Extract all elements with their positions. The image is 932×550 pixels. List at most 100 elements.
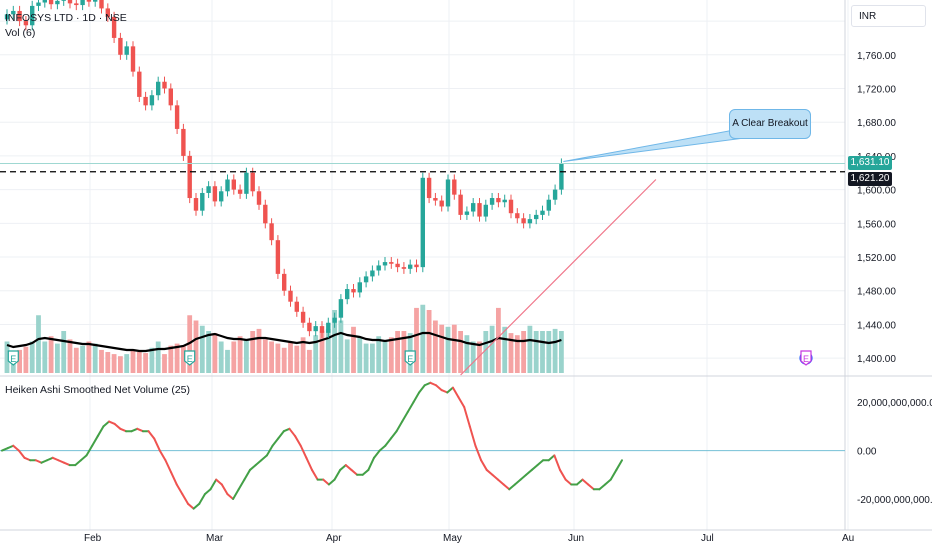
volume-bar <box>395 331 400 373</box>
osc-tick-label: -20,000,000,000.00 <box>857 495 932 506</box>
volume-bar <box>439 324 445 373</box>
candle-body <box>137 71 142 97</box>
candle-body <box>74 3 79 6</box>
support-trendline <box>460 179 657 376</box>
oscillator-segment <box>170 471 178 486</box>
volume-average-line <box>6 331 562 353</box>
candle-body <box>433 198 438 201</box>
earnings-marker-shape <box>184 350 196 366</box>
candle-body <box>250 172 255 192</box>
candle-body <box>313 326 318 332</box>
candle-body <box>200 192 205 211</box>
volume-bar <box>67 339 73 373</box>
oscillator-segment <box>446 386 454 394</box>
volume-bar <box>521 331 526 373</box>
volume-bar <box>61 331 67 373</box>
event-marker[interactable]: E <box>800 350 812 366</box>
candle-body <box>105 8 110 17</box>
volume-bar <box>17 349 22 373</box>
candle-body <box>118 37 123 55</box>
oscillator-segment <box>412 391 421 404</box>
volume-bar <box>143 353 148 373</box>
volume-bar <box>269 341 274 373</box>
osc-tick-label: 20,000,000,000.00 <box>857 398 932 409</box>
oscillator-segment <box>575 478 584 486</box>
oscillator-segment <box>406 401 415 413</box>
price-tick-label: 1,600.00 <box>857 186 896 197</box>
currency-selector[interactable]: INR <box>851 5 926 27</box>
event-marker[interactable]: E <box>7 350 19 366</box>
volume-bar <box>533 331 539 373</box>
oscillator-segment <box>34 459 43 464</box>
volume-bar <box>162 354 167 373</box>
event-marker[interactable]: E <box>404 350 416 366</box>
oscillator-segment <box>564 478 573 486</box>
event-marker[interactable]: E <box>184 350 196 366</box>
oscillator-segment <box>333 468 342 481</box>
volume-bar <box>36 315 41 373</box>
oscillator-segment <box>559 468 567 481</box>
oscillator-segment <box>485 468 494 476</box>
candle-body <box>124 46 129 55</box>
candle-body <box>130 46 136 72</box>
x-tick-label: Apr <box>326 533 342 544</box>
oscillator-segment <box>423 381 432 387</box>
volume-bar <box>496 307 501 373</box>
oscillator-segment <box>63 461 71 467</box>
volume-bar <box>80 345 85 373</box>
volume-bar <box>502 326 508 373</box>
x-tick-label: Feb <box>84 533 102 544</box>
oscillator-segment <box>497 478 505 486</box>
oscillator-segment <box>40 459 49 464</box>
oscillator-segment <box>153 437 161 452</box>
event-markers[interactable]: EEEDE <box>7 350 813 366</box>
oscillator-segment <box>322 478 330 486</box>
volume-bar <box>363 343 369 373</box>
volume-bar <box>559 331 564 373</box>
volume-bar <box>344 339 350 373</box>
oscillator-segment <box>91 435 99 447</box>
volume-bar <box>136 352 142 373</box>
x-tick-label: Jun <box>568 533 584 544</box>
oscillator-segment <box>327 478 336 486</box>
candle-body <box>338 299 344 318</box>
event-marker-label: E <box>407 354 413 364</box>
volume-average-path <box>6 331 562 353</box>
volume-bar <box>244 339 249 373</box>
volume-bar <box>23 346 29 373</box>
volume-legend[interactable]: Vol (6) <box>5 27 36 39</box>
volume-bar <box>357 337 363 373</box>
oscillator-segment <box>198 493 206 505</box>
volume-bar <box>382 341 388 373</box>
candle-body <box>483 204 488 217</box>
oscillator-segment <box>232 488 240 500</box>
oscillator-segment <box>85 444 94 457</box>
volume-bar <box>376 336 382 373</box>
price-tick-label: 1,400.00 <box>857 354 896 365</box>
oscillator-segment <box>294 435 302 447</box>
oscillator-segment <box>209 478 218 491</box>
candle-body <box>527 219 533 224</box>
symbol-title[interactable]: INFOSYS LTD · 1D · NSE <box>5 12 127 24</box>
dashed-level-tag: 1,621.20 <box>848 172 892 186</box>
volume-bar <box>29 341 35 373</box>
volume-bar <box>332 310 337 373</box>
candle-body <box>534 214 539 220</box>
volume-bar <box>275 343 281 373</box>
price-tick-label: 1,480.00 <box>857 287 896 298</box>
volume-bar <box>4 341 10 373</box>
oscillator-segment <box>164 459 173 474</box>
indicator-legend[interactable]: Heiken Ashi Smoothed Net Volume (25) <box>5 384 191 396</box>
candle-body <box>99 0 104 9</box>
candle-body <box>231 179 236 190</box>
oscillator-segment <box>113 422 122 430</box>
oscillator-segment <box>373 449 381 459</box>
candle-body <box>4 14 10 20</box>
oscillator-segment <box>350 468 359 476</box>
volume-bar <box>489 325 495 373</box>
oscillator-segment <box>502 483 511 491</box>
event-marker-label: E <box>803 354 809 364</box>
candle-body <box>263 204 268 224</box>
candle-body <box>11 10 16 15</box>
